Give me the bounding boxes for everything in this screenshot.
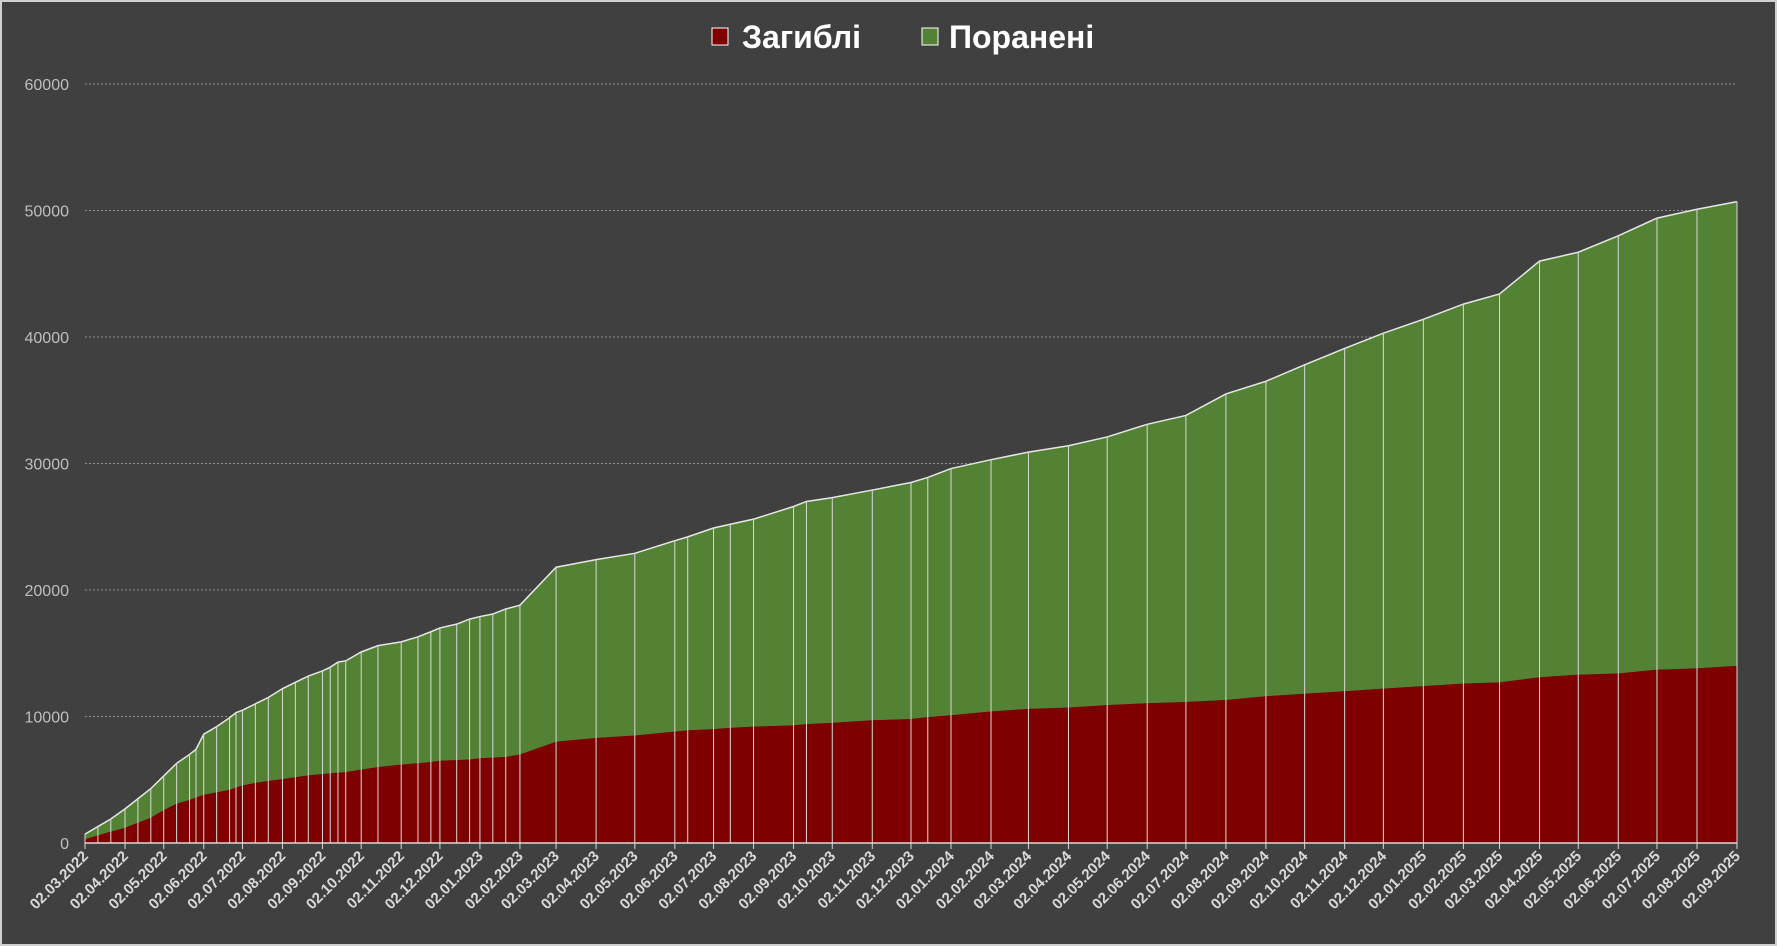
y-tick-label: 40000 bbox=[25, 330, 70, 347]
legend-swatch-wounded bbox=[921, 27, 939, 46]
y-tick-label: 20000 bbox=[25, 583, 70, 600]
y-tick-label: 30000 bbox=[25, 457, 70, 474]
legend: Загиблі Поранені bbox=[711, 19, 1094, 55]
legend-label-killed: Загиблі bbox=[742, 19, 861, 55]
data-point-lines bbox=[84, 201, 1738, 843]
legend-label-wounded: Поранені bbox=[949, 19, 1094, 55]
y-tick-label: 10000 bbox=[25, 710, 70, 727]
legend-swatch-killed bbox=[711, 27, 729, 46]
y-tick-label: 50000 bbox=[25, 204, 70, 221]
y-tick-label: 60000 bbox=[25, 77, 70, 94]
y-tick-label: 0 bbox=[60, 836, 69, 853]
